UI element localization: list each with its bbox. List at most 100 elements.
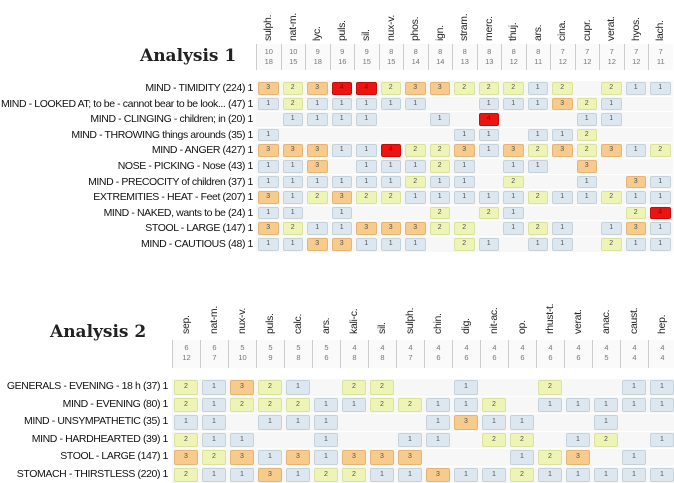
grade-cell[interactable]: 1 (577, 113, 598, 126)
grade-cell[interactable]: 1 (286, 415, 310, 430)
rubric-label[interactable]: STOMACH - THIRSTLESS (220) 1 (17, 468, 168, 480)
grade-cell[interactable]: 1 (332, 207, 353, 220)
grade-cell[interactable]: 3 (286, 450, 310, 465)
grade-cell[interactable]: 3 (552, 98, 573, 111)
grade-cell[interactable]: 1 (202, 398, 226, 413)
grade-cell[interactable]: 1 (356, 144, 377, 157)
grade-cell[interactable]: 2 (528, 191, 549, 204)
grade-cell[interactable]: 1 (626, 238, 647, 251)
grade-cell[interactable]: 2 (370, 380, 394, 395)
grade-cell[interactable]: 3 (454, 415, 478, 430)
rubric-label[interactable]: NOSE - PICKING - Nose (43) 1 (118, 160, 253, 172)
grade-cell[interactable]: 2 (370, 398, 394, 413)
grade-cell[interactable]: 1 (258, 207, 279, 220)
grade-cell[interactable]: 1 (594, 398, 618, 413)
grade-cell[interactable]: 3 (398, 450, 422, 465)
grade-cell[interactable]: 1 (430, 176, 451, 189)
grade-cell[interactable]: 2 (230, 398, 254, 413)
grade-cell[interactable]: 1 (405, 191, 426, 204)
grade-cell[interactable]: 1 (503, 207, 524, 220)
grade-cell[interactable]: 3 (332, 238, 353, 251)
grade-cell[interactable]: 3 (454, 144, 475, 157)
grade-cell[interactable]: 4 (479, 113, 500, 126)
grade-cell[interactable]: 1 (332, 222, 353, 235)
grade-cell[interactable]: 1 (528, 82, 549, 95)
grade-cell[interactable]: 2 (405, 176, 426, 189)
grade-cell[interactable]: 2 (454, 82, 475, 95)
grade-cell[interactable]: 1 (356, 160, 377, 173)
grade-cell[interactable]: 4 (381, 144, 402, 157)
remedy-column-header[interactable]: nux-v. (236, 308, 248, 334)
rubric-label[interactable]: MIND - UNSYMPATHETIC (35) 1 (24, 415, 168, 427)
grade-cell[interactable]: 3 (332, 191, 353, 204)
remedy-column-header[interactable]: thuj. (507, 23, 519, 41)
grade-cell[interactable]: 3 (430, 82, 451, 95)
grade-cell[interactable]: 1 (405, 98, 426, 111)
grade-cell[interactable]: 1 (566, 398, 590, 413)
grade-cell[interactable]: 3 (258, 191, 279, 204)
grade-cell[interactable]: 1 (430, 191, 451, 204)
grade-cell[interactable]: 3 (381, 222, 402, 235)
grade-cell[interactable]: 3 (626, 222, 647, 235)
grade-cell[interactable]: 1 (258, 415, 282, 430)
grade-cell[interactable]: 3 (307, 238, 328, 251)
grade-cell[interactable]: 1 (258, 129, 279, 142)
grade-cell[interactable]: 1 (307, 98, 328, 111)
grade-cell[interactable]: 1 (552, 238, 573, 251)
grade-cell[interactable]: 4 (356, 82, 377, 95)
grade-cell[interactable]: 3 (370, 450, 394, 465)
grade-cell[interactable]: 3 (230, 380, 254, 395)
remedy-column-header[interactable]: verat. (572, 310, 584, 334)
grade-cell[interactable]: 2 (405, 144, 426, 157)
grade-cell[interactable]: 1 (356, 238, 377, 251)
grade-cell[interactable]: 1 (479, 129, 500, 142)
rubric-label[interactable]: GENERALS - EVENING - 18 h (37) 1 (7, 380, 168, 392)
grade-cell[interactable]: 1 (503, 160, 524, 173)
rubric-label[interactable]: STOOL - LARGE (147) 1 (60, 450, 168, 462)
grade-cell[interactable]: 2 (510, 433, 534, 448)
grade-cell[interactable]: 1 (258, 450, 282, 465)
grade-cell[interactable]: 1 (650, 191, 671, 204)
grade-cell[interactable]: 1 (398, 433, 422, 448)
grade-cell[interactable]: 1 (381, 176, 402, 189)
rubric-label[interactable]: MIND - TIMIDITY (224) 1 (145, 82, 253, 94)
grade-cell[interactable]: 3 (307, 82, 328, 95)
grade-cell[interactable]: 1 (314, 415, 338, 430)
remedy-column-header[interactable]: nux-v. (385, 15, 397, 41)
remedy-column-header[interactable]: sil. (360, 29, 372, 41)
grade-cell[interactable]: 1 (650, 176, 671, 189)
grade-cell[interactable]: 2 (430, 144, 451, 157)
grade-cell[interactable]: 1 (454, 191, 475, 204)
grade-cell[interactable]: 2 (577, 98, 598, 111)
grade-cell[interactable]: 2 (454, 222, 475, 235)
grade-cell[interactable]: 1 (552, 129, 573, 142)
remedy-column-header[interactable]: cina. (556, 20, 568, 41)
grade-cell[interactable]: 1 (258, 176, 279, 189)
grade-cell[interactable]: 1 (622, 450, 646, 465)
grade-cell[interactable]: 2 (356, 191, 377, 204)
grade-cell[interactable]: 3 (307, 144, 328, 157)
grade-cell[interactable]: 3 (405, 222, 426, 235)
grade-cell[interactable]: 1 (650, 433, 674, 448)
remedy-column-header[interactable]: lach. (654, 20, 666, 41)
grade-cell[interactable]: 1 (454, 160, 475, 173)
grade-cell[interactable]: 1 (258, 238, 279, 251)
grade-cell[interactable]: 1 (283, 238, 304, 251)
grade-cell[interactable]: 2 (528, 144, 549, 157)
grade-cell[interactable]: 1 (552, 222, 573, 235)
grade-cell[interactable]: 1 (510, 415, 534, 430)
rubric-label[interactable]: MIND - EVENING (80) 1 (63, 398, 168, 410)
grade-cell[interactable]: 1 (230, 433, 254, 448)
grade-cell[interactable]: 1 (622, 398, 646, 413)
grade-cell[interactable]: 1 (503, 191, 524, 204)
grade-cell[interactable]: 2 (286, 398, 310, 413)
grade-cell[interactable]: 1 (342, 398, 366, 413)
grade-cell[interactable]: 2 (430, 207, 451, 220)
grade-cell[interactable]: 1 (650, 380, 674, 395)
remedy-column-header[interactable]: stram. (458, 14, 470, 41)
grade-cell[interactable]: 2 (650, 144, 671, 157)
rubric-label[interactable]: MIND - CLINGING - children; in (20) 1 (90, 113, 253, 125)
grade-cell[interactable]: 1 (314, 450, 338, 465)
grade-cell[interactable]: 2 (538, 450, 562, 465)
grade-cell[interactable]: 3 (626, 176, 647, 189)
